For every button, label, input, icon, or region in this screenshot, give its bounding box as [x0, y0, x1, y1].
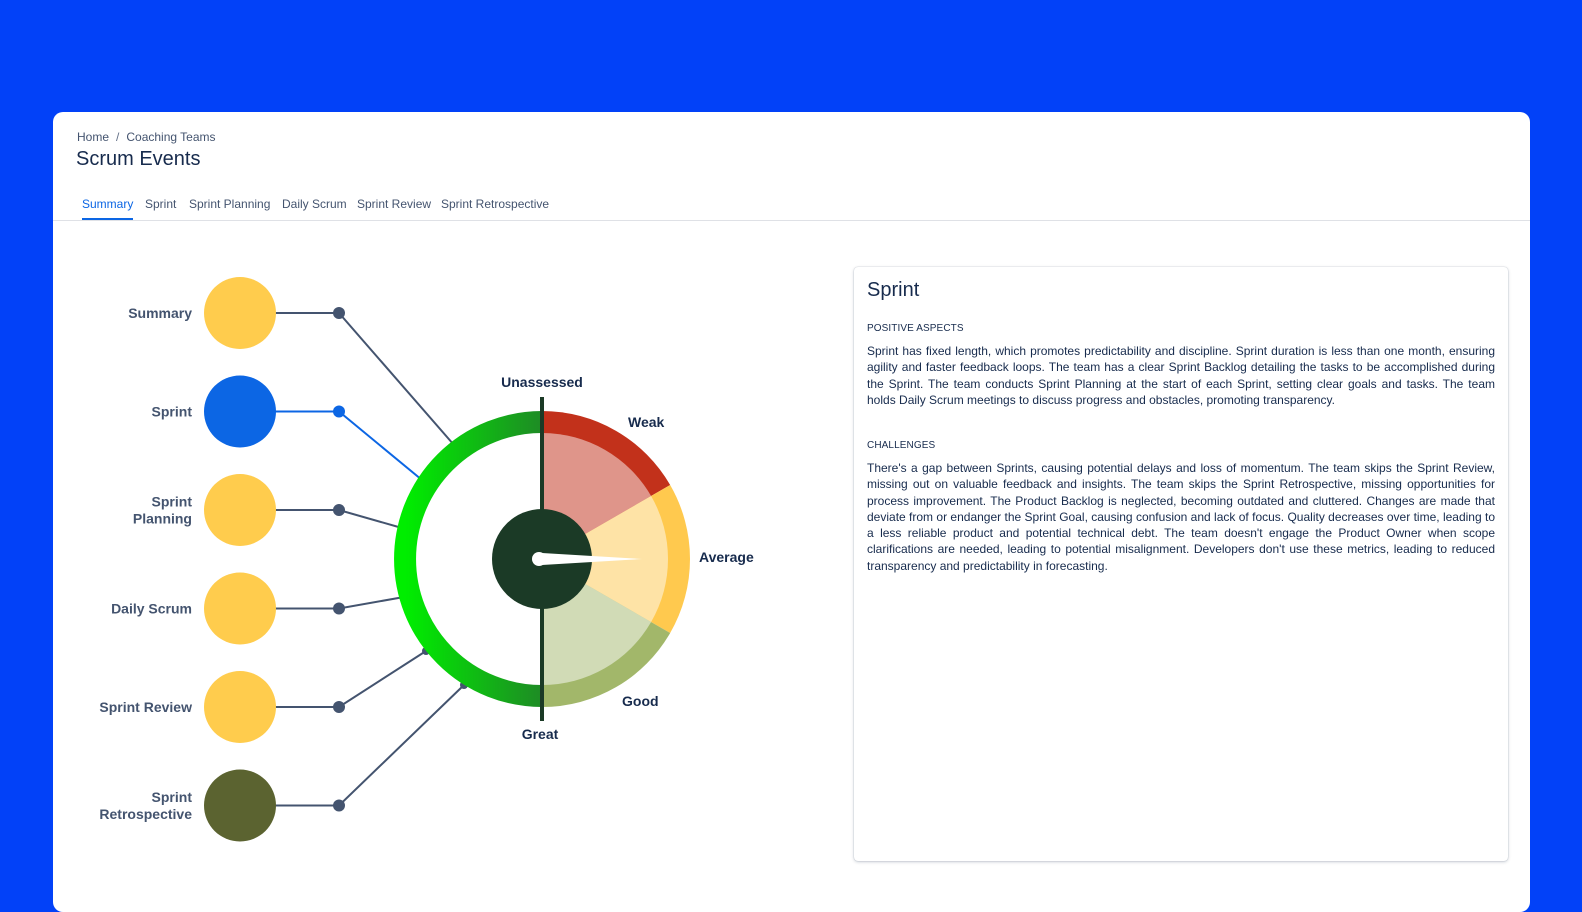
event-node-sprint-planning[interactable]	[204, 474, 276, 546]
tab-bar: Summary Sprint Sprint Planning Daily Scr…	[53, 197, 1530, 221]
connector-sprint-retrospective	[275, 684, 465, 807]
event-node-sprint[interactable]	[204, 375, 276, 448]
gauge-label-unassessed: Unassessed	[501, 374, 583, 390]
tab-sprint-review[interactable]: Sprint Review	[357, 197, 432, 211]
great-segment-ring	[394, 411, 543, 707]
gauge: Unassessed Weak Average Good Great	[394, 374, 754, 742]
event-label-sprint[interactable]: Sprint	[152, 404, 193, 420]
connector-dot-daily-scrum	[333, 602, 345, 615]
connector-dot-summary	[333, 307, 345, 319]
challenges-text: There's a gap between Sprints, causing p…	[867, 461, 1495, 573]
connector-dot-sprint-review	[333, 701, 345, 713]
event-nodes: Summary Sprint Sprint Planning Daily Scrum Sp…	[99, 277, 276, 842]
tab-sprint-planning[interactable]: Sprint Planning	[189, 197, 271, 211]
gauge-label-good: Good	[622, 693, 659, 709]
event-label-summary[interactable]: Summary	[128, 305, 192, 321]
connector-lines	[275, 307, 468, 812]
connector-sprint-review	[275, 650, 427, 708]
event-label-sprint-retrospective[interactable]: Sprint Retrospective	[99, 789, 192, 822]
details-panel: Sprint POSITIVE ASPECTS Sprint has fixed…	[854, 267, 1508, 861]
connector-dot-sprint-retrospective	[333, 799, 345, 812]
gauge-label-average: Average	[699, 549, 754, 565]
scrum-events-gauge-diagram: Unassessed Weak Average Good Great Summary Sp…	[99, 277, 754, 842]
connector-dot-sprint	[333, 405, 345, 418]
event-node-summary[interactable]	[204, 277, 276, 349]
breadcrumb-separator: /	[116, 130, 120, 144]
panel-title: Sprint	[867, 279, 920, 301]
event-label-daily-scrum[interactable]: Daily Scrum	[111, 601, 192, 617]
tab-daily-scrum[interactable]: Daily Scrum	[282, 197, 347, 211]
breadcrumb: Home / Coaching Teams	[77, 130, 216, 144]
event-node-daily-scrum[interactable]	[204, 572, 276, 645]
gauge-label-great: Great	[522, 726, 559, 742]
positive-aspects-text: Sprint has fixed length, which promotes …	[867, 344, 1495, 407]
gauge-needle-pivot	[532, 552, 546, 566]
positive-aspects-heading: POSITIVE ASPECTS	[867, 323, 964, 334]
gauge-needle	[542, 553, 642, 565]
page-title: Scrum Events	[76, 148, 201, 170]
tab-summary[interactable]: Summary	[82, 197, 134, 220]
gauge-label-weak: Weak	[628, 414, 665, 430]
connector-dot-sprint-planning	[333, 504, 345, 516]
connector-summary	[275, 312, 455, 446]
event-node-sprint-retrospective[interactable]	[204, 769, 276, 842]
main-card: Home / Coaching Teams Scrum Events Summary…	[53, 112, 1530, 912]
breadcrumb-coaching-teams-link[interactable]: Coaching Teams	[126, 130, 216, 144]
event-label-sprint-planning[interactable]: Sprint Planning	[133, 494, 192, 527]
breadcrumb-home-link[interactable]: Home	[77, 130, 110, 144]
tab-sprint[interactable]: Sprint	[145, 197, 177, 211]
tab-sprint-retrospective[interactable]: Sprint Retrospective	[441, 197, 550, 211]
connector-sprint	[275, 410, 423, 481]
challenges-heading: CHALLENGES	[867, 440, 936, 451]
event-label-sprint-review[interactable]: Sprint Review	[99, 699, 192, 715]
event-node-sprint-review[interactable]	[204, 671, 276, 743]
